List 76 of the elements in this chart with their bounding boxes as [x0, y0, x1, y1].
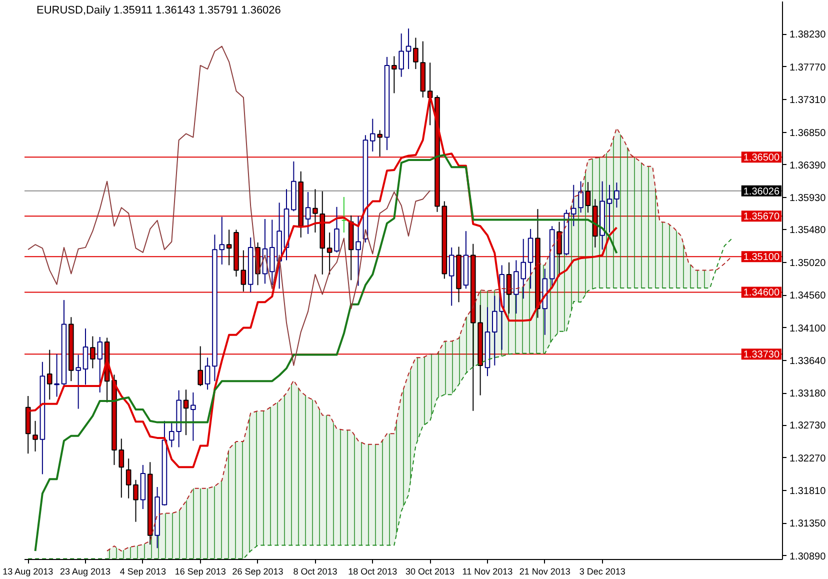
- y-tick-label: 1.35480: [790, 225, 826, 236]
- y-tick-label: 1.34100: [790, 323, 826, 334]
- candlestick: [570, 184, 576, 227]
- candlestick: [226, 229, 232, 266]
- y-tick-label: 1.33180: [790, 388, 826, 400]
- x-tick-label: 3 Dec 2013: [579, 566, 626, 576]
- y-tick-label: 1.31350: [790, 518, 826, 530]
- candlestick: [183, 389, 189, 436]
- x-tick-label: 8 Oct 2013: [293, 566, 338, 576]
- y-tick-label: 1.36390: [790, 160, 826, 172]
- y-tick-label: 1.35930: [790, 193, 826, 204]
- candlestick: [126, 458, 132, 499]
- x-tick-label: 13 Aug 2013: [2, 566, 54, 576]
- candlestick: [326, 232, 332, 275]
- x-tick-label: 30 Oct 2013: [406, 566, 455, 576]
- candlestick: [97, 336, 103, 393]
- candlestick: [46, 349, 52, 400]
- y-tick-label: 1.37310: [790, 95, 826, 106]
- y-tick-label: 1.34560: [790, 290, 826, 302]
- y-tick-label: 1.38230: [790, 30, 826, 41]
- candlestick: [370, 118, 376, 152]
- y-tick-label: 1.33640: [790, 356, 826, 367]
- candlestick: [334, 206, 340, 253]
- y-tick-label: 1.37770: [790, 62, 826, 74]
- candlestick: [492, 295, 498, 366]
- candlestick: [406, 28, 412, 70]
- line-series: [34, 154, 618, 552]
- candlestick: [312, 188, 318, 234]
- x-tick-label: 16 Sep 2013: [174, 566, 226, 576]
- ref-line-label: 1.36500: [743, 152, 780, 164]
- candlestick: [190, 392, 196, 442]
- candlestick: [413, 37, 418, 70]
- candlestick: [240, 250, 246, 292]
- candlestick: [133, 479, 138, 522]
- y-tick-label: 1.36850: [790, 128, 826, 139]
- x-tick-label: 23 Aug 2013: [60, 566, 111, 576]
- ref-line-label: 1.34600: [743, 288, 780, 299]
- candlestick: [585, 182, 591, 214]
- candlestick: [76, 354, 81, 410]
- x-tick-label: 4 Sep 2013: [120, 566, 166, 576]
- candlestick: [90, 336, 96, 369]
- x-tick-label: 26 Sep 2013: [232, 566, 284, 576]
- line-series: [28, 238, 732, 560]
- ref-line-label: 1.36026: [743, 186, 780, 198]
- candlestick: [356, 216, 361, 286]
- candlestick: [614, 182, 620, 208]
- ref-line-label: 1.35670: [743, 212, 780, 223]
- candlestick: [556, 221, 562, 278]
- y-tick-label: 1.32270: [790, 453, 826, 464]
- candlestick: [204, 357, 210, 390]
- candlestick: [118, 438, 124, 498]
- candlestick: [219, 216, 225, 266]
- chart-title: EURUSD,Daily 1.35911 1.36143 1.35791 1.36026: [36, 4, 281, 16]
- candlestick: [82, 328, 88, 386]
- candlestick: [606, 184, 612, 234]
- ref-line-label: 1.33730: [743, 350, 780, 361]
- candlestick: [32, 420, 38, 452]
- candlestick: [392, 56, 397, 94]
- candlestick: [168, 422, 174, 448]
- y-tick-label: 1.35020: [790, 258, 826, 269]
- candlestick: [578, 180, 584, 214]
- ref-line-label: 1.35100: [743, 252, 780, 264]
- y-tick-label: 1.32730: [790, 420, 826, 432]
- candlestick: [506, 262, 512, 314]
- x-tick-label: 21 Nov 2013: [519, 566, 570, 576]
- line-series: [28, 46, 431, 366]
- candlestick: [448, 246, 454, 306]
- x-tick-label: 18 Oct 2013: [348, 566, 398, 576]
- y-tick-label: 1.30890: [790, 551, 826, 562]
- candlestick: [377, 130, 382, 157]
- candlestick: [198, 346, 204, 387]
- y-tick-label: 1.31810: [790, 486, 826, 498]
- candlestick: [54, 354, 60, 398]
- x-tick-label: 11 Nov 2013: [462, 566, 513, 576]
- candlestick: [398, 32, 404, 78]
- candlestick: [305, 192, 311, 234]
